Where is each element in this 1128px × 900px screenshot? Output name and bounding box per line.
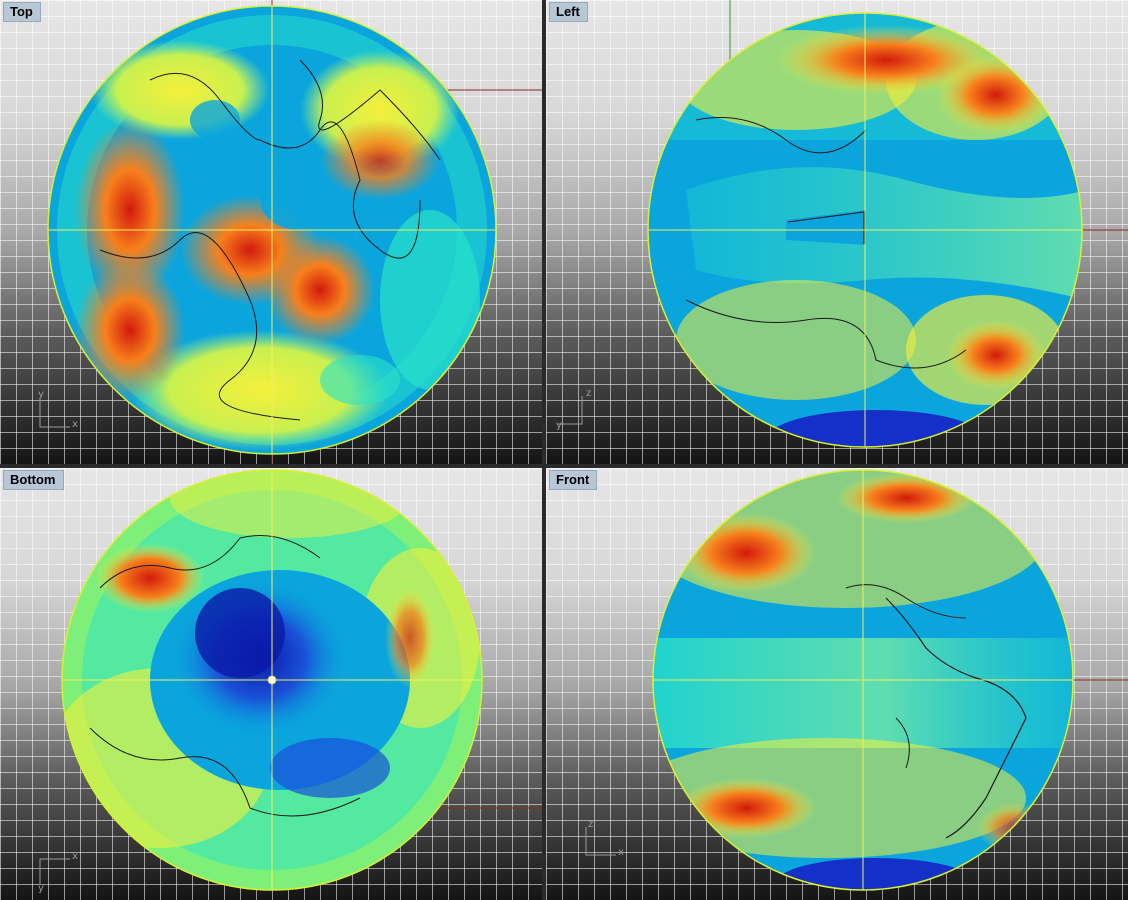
axis-label-h: y — [556, 420, 562, 431]
left-viewport[interactable]: Left y z — [546, 0, 1128, 464]
viewport-title-top[interactable]: Top — [3, 2, 41, 22]
top-viewport[interactable]: Top x y — [0, 0, 542, 464]
axis-label-v: z — [588, 819, 594, 830]
axis-widget-top: x y — [30, 389, 80, 435]
top-globe[interactable] — [0, 0, 542, 464]
globe-surface — [653, 470, 1073, 890]
axis-widget-left: y z — [552, 388, 602, 434]
left-globe[interactable] — [546, 0, 1128, 464]
axis-label-h: x — [72, 419, 78, 430]
pole-marker — [267, 675, 277, 685]
globe-surface — [62, 470, 482, 890]
axis-widget-bottom: x y — [30, 851, 80, 895]
globe-surface — [648, 13, 1082, 447]
axis-label-v: y — [38, 883, 44, 894]
viewport-title-front[interactable]: Front — [549, 470, 598, 490]
axis-widget-front: x z — [580, 819, 630, 865]
front-viewport[interactable]: Front x z — [546, 468, 1128, 900]
bottom-viewport[interactable]: Bottom x y — [0, 468, 542, 900]
viewport-title-bottom[interactable]: Bottom — [3, 470, 64, 490]
viewport-title-left[interactable]: Left — [549, 2, 588, 22]
axis-label-v: z — [586, 388, 592, 399]
bottom-globe[interactable] — [0, 468, 542, 900]
axis-label-h: x — [72, 851, 78, 862]
axis-label-v: y — [38, 389, 44, 400]
axis-label-h: x — [618, 847, 624, 858]
front-globe[interactable] — [546, 468, 1128, 900]
